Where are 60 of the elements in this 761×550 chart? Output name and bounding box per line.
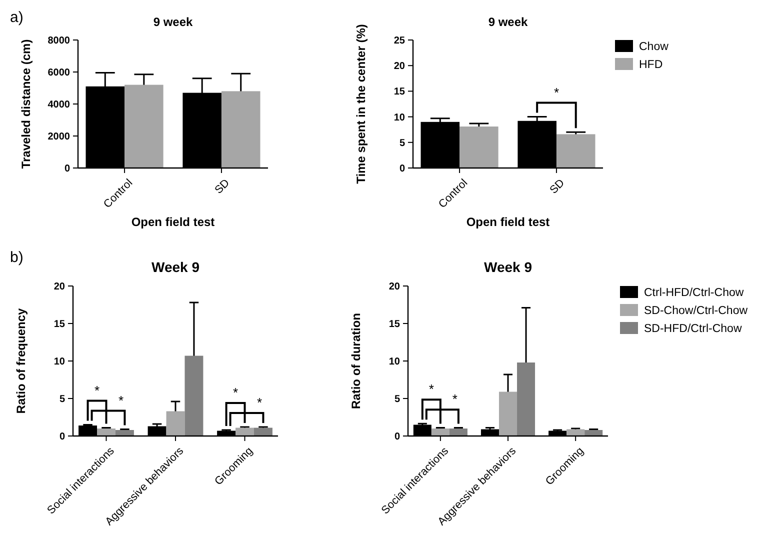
- significance-bracket: *: [536, 84, 577, 128]
- bar: [584, 430, 603, 436]
- bar: [221, 91, 260, 168]
- y-tick-label: 0: [59, 432, 66, 442]
- bar: [431, 428, 450, 436]
- y-tick-label: 20: [388, 282, 400, 292]
- y-tick-label: 5: [394, 394, 400, 405]
- bar: [124, 84, 164, 168]
- y-tick-label: 20: [394, 61, 406, 72]
- annotation: *: [452, 392, 458, 407]
- bar: [166, 411, 185, 436]
- y-tick-label: 5: [399, 138, 406, 149]
- bar: [556, 134, 596, 168]
- x-axis-title: Open field test: [466, 215, 550, 229]
- y-tick-label: 0: [394, 432, 400, 442]
- y-tick-label: 15: [54, 319, 66, 330]
- y-axis-title: Ratio of frequency: [14, 308, 28, 414]
- chart-title: 9 week: [488, 15, 528, 29]
- y-tick-label: 25: [394, 36, 406, 46]
- y-axis-title: Ratio of duration: [349, 313, 363, 409]
- y-tick-label: 10: [394, 112, 406, 124]
- y-tick-label: 10: [54, 356, 66, 368]
- y-axis-title: Time spent in the center (%): [354, 24, 368, 184]
- y-tick-label: 6000: [48, 68, 70, 78]
- y-tick-label: 4000: [48, 100, 70, 110]
- text: a): [10, 9, 24, 26]
- annotation: *: [257, 395, 262, 410]
- y-tick-label: 20: [54, 282, 66, 292]
- chart-title: Week 9: [484, 259, 532, 275]
- bar: [115, 430, 134, 436]
- bar: [97, 428, 116, 436]
- legend-label: SD-HFD/Ctrl-Chow: [644, 323, 742, 336]
- bar: [449, 428, 468, 436]
- x-tick-label: SD: [212, 177, 232, 196]
- y-tick-label: 15: [394, 86, 406, 98]
- x-axis-title: Open field test: [131, 215, 215, 229]
- bar: [236, 428, 254, 436]
- annotation: *: [554, 84, 559, 100]
- bar: [460, 126, 498, 168]
- y-tick-label: 8000: [48, 36, 70, 46]
- y-tick-label: 0: [64, 164, 70, 174]
- legend-label: HFD: [639, 59, 663, 72]
- y-tick-label: 10: [388, 356, 400, 368]
- bar: [498, 392, 518, 436]
- legend-label: SD-Chow/Ctrl-Chow: [644, 305, 748, 318]
- y-tick-label: 5: [59, 394, 66, 405]
- x-tick-label: SD: [548, 177, 568, 196]
- legend-label: Ctrl-HFD/Ctrl-Chow: [644, 287, 744, 300]
- chart-title: Week 9: [152, 259, 200, 275]
- text: b): [10, 249, 24, 266]
- y-tick-label: 0: [399, 164, 406, 174]
- bar: [254, 428, 272, 436]
- bar: [184, 356, 204, 436]
- chart-title: 9 week: [153, 15, 193, 29]
- annotation: *: [118, 392, 124, 408]
- y-axis-title: Traveled distance (cm): [19, 39, 33, 169]
- y-tick-label: 2000: [48, 132, 70, 142]
- legend-label: Chow: [639, 41, 670, 54]
- bar: [517, 362, 536, 436]
- y-tick-label: 15: [388, 319, 400, 330]
